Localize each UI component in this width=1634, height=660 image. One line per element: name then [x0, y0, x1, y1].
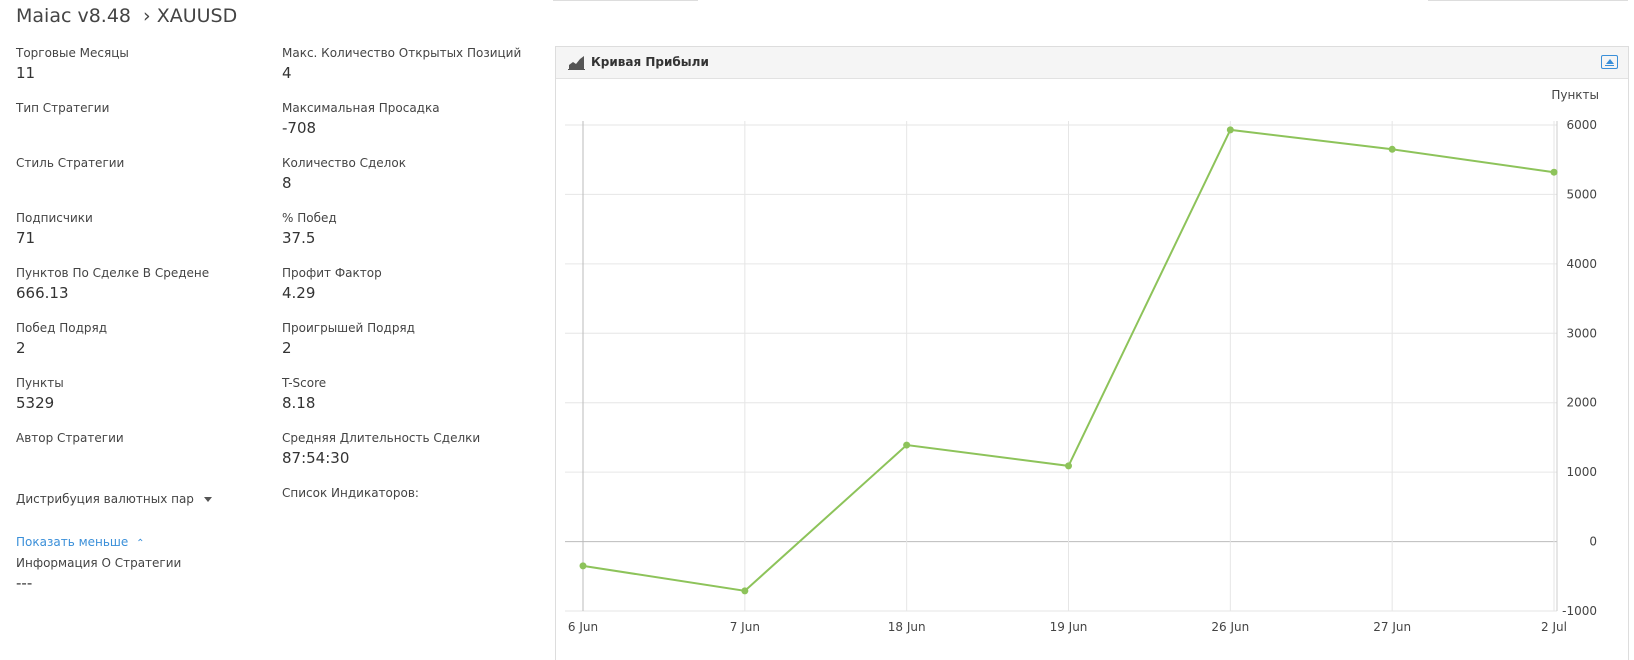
- stat-label: Список Индикаторов:: [282, 486, 419, 500]
- stat-value: 87:54:30: [282, 449, 350, 467]
- stat-label: Подписчики: [16, 211, 93, 225]
- stat-label: T-Score: [282, 376, 327, 390]
- stat-label: Пункты: [16, 376, 64, 390]
- stat-label: Тип Стратегии: [16, 101, 110, 115]
- show-less-link[interactable]: Показать меньше ⌃: [16, 535, 145, 549]
- data-point[interactable]: [1550, 168, 1558, 176]
- stat-label: Средняя Длительность Сделки: [282, 431, 481, 445]
- stat-value: 5329: [16, 394, 55, 412]
- stat-left-1: Тип Стратегии: [16, 100, 266, 117]
- strategy-name: Maiac v8.48: [16, 5, 131, 27]
- strategy-info-value: ---: [16, 574, 33, 592]
- y-tick-label: 2000: [1566, 396, 1597, 410]
- currency-distribution-toggle[interactable]: Дистрибуция валютных пар: [16, 492, 212, 506]
- profit-curve-title: Кривая Прибыли: [591, 55, 709, 69]
- stat-value: 8: [282, 174, 292, 192]
- area-chart-icon: [568, 56, 585, 70]
- stat-label: Торговые Месяцы: [16, 46, 129, 60]
- stat-value: 4: [282, 64, 292, 82]
- stat-value: 37.5: [282, 229, 316, 247]
- x-tick-label: 7 Jun: [730, 620, 760, 634]
- chevron-up-icon: ⌃: [136, 538, 145, 549]
- x-tick-label: 19 Jun: [1050, 620, 1088, 634]
- stat-label: Макс. Количество Открытых Позиций: [282, 46, 522, 60]
- stat-label: Количество Сделок: [282, 156, 406, 170]
- y-tick-label: 4000: [1566, 257, 1597, 271]
- stat-right-5: Проигрышей Подряд 2: [282, 320, 532, 359]
- stat-left-0: Торговые Месяцы 11: [16, 45, 266, 84]
- data-point[interactable]: [741, 587, 749, 595]
- profit-curve-header: Кривая Прибыли: [556, 47, 1628, 79]
- stat-label: Профит Фактор: [282, 266, 382, 280]
- stat-value: 8.18: [282, 394, 316, 412]
- y-tick-label: 1000: [1566, 465, 1597, 479]
- y-axis-title: Пункты: [1551, 88, 1599, 102]
- stat-label: Пунктов По Сделке В Средене: [16, 266, 210, 280]
- x-tick-label: 27 Jun: [1373, 620, 1411, 634]
- collapse-icon[interactable]: [1601, 55, 1618, 69]
- stat-left-4: Пунктов По Сделке В Средене 666.13: [16, 265, 266, 304]
- page-title: Maiac v8.48 › XAUUSD: [16, 5, 237, 27]
- top-divider-right: [1428, 0, 1628, 1]
- top-divider-left: [553, 0, 698, 1]
- x-tick-label: 2 Jul: [1541, 620, 1567, 634]
- show-less-label: Показать меньше: [16, 535, 129, 549]
- strategy-info: Информация О Стратегии ---: [16, 555, 266, 594]
- stat-value: 4.29: [282, 284, 316, 302]
- stat-value: 2: [282, 339, 292, 357]
- stat-right-1: Максимальная Просадка -708: [282, 100, 532, 139]
- stat-value: 11: [16, 64, 36, 82]
- data-point[interactable]: [1226, 126, 1234, 134]
- stat-label: Проигрышей Подряд: [282, 321, 415, 335]
- stat-right-0: Макс. Количество Открытых Позиций 4: [282, 45, 532, 84]
- stat-label: Автор Стратегии: [16, 431, 124, 445]
- caret-down-icon: [203, 497, 212, 502]
- y-tick-label: 3000: [1566, 326, 1597, 340]
- stat-left-6: Пункты 5329: [16, 375, 266, 414]
- data-point[interactable]: [1388, 145, 1396, 153]
- stat-left-2: Стиль Стратегии: [16, 155, 266, 172]
- stat-value: 71: [16, 229, 36, 247]
- stat-left-7: Автор Стратегии: [16, 430, 266, 447]
- stat-right-2: Количество Сделок 8: [282, 155, 532, 194]
- x-tick-label: 18 Jun: [888, 620, 926, 634]
- stat-value: -708: [282, 119, 317, 137]
- y-tick-label: 0: [1589, 535, 1597, 549]
- stat-right-8: Список Индикаторов:: [282, 485, 532, 502]
- stat-right-3: % Побед 37.5: [282, 210, 532, 249]
- stat-right-7: Средняя Длительность Сделки 87:54:30: [282, 430, 532, 469]
- stat-label: Стиль Стратегии: [16, 156, 125, 170]
- profit-curve-panel: Кривая Прибыли -1000 0 1000 2000 3000 4000 500…: [555, 46, 1629, 660]
- stat-right-6: T-Score 8.18: [282, 375, 532, 414]
- stat-value: 666.13: [16, 284, 69, 302]
- y-tick-label: 5000: [1566, 187, 1597, 201]
- data-point[interactable]: [579, 562, 587, 570]
- stat-label: Побед Подряд: [16, 321, 108, 335]
- data-point[interactable]: [1065, 462, 1072, 470]
- y-tick-label: -1000: [1562, 604, 1597, 618]
- stat-label: Максимальная Просадка: [282, 101, 440, 115]
- data-point[interactable]: [903, 441, 911, 449]
- profit-curve-chart: -1000 0 1000 2000 3000 4000 5000 6000 6 Jun 7 Jun…: [565, 88, 1599, 634]
- currency-distribution-label: Дистрибуция валютных пар: [16, 492, 194, 506]
- x-tick-label: 6 Jun: [568, 620, 598, 634]
- y-tick-label: 6000: [1566, 118, 1597, 132]
- stat-left-5: Побед Подряд 2: [16, 320, 266, 359]
- breadcrumb-separator: ›: [143, 5, 151, 27]
- strategy-info-label: Информация О Стратегии: [16, 556, 182, 570]
- x-tick-label: 26 Jun: [1211, 620, 1249, 634]
- symbol-name: XAUUSD: [156, 5, 238, 27]
- stat-right-4: Профит Фактор 4.29: [282, 265, 532, 304]
- stat-label: % Побед: [282, 211, 337, 225]
- stat-value: 2: [16, 339, 26, 357]
- stat-left-3: Подписчики 71: [16, 210, 266, 249]
